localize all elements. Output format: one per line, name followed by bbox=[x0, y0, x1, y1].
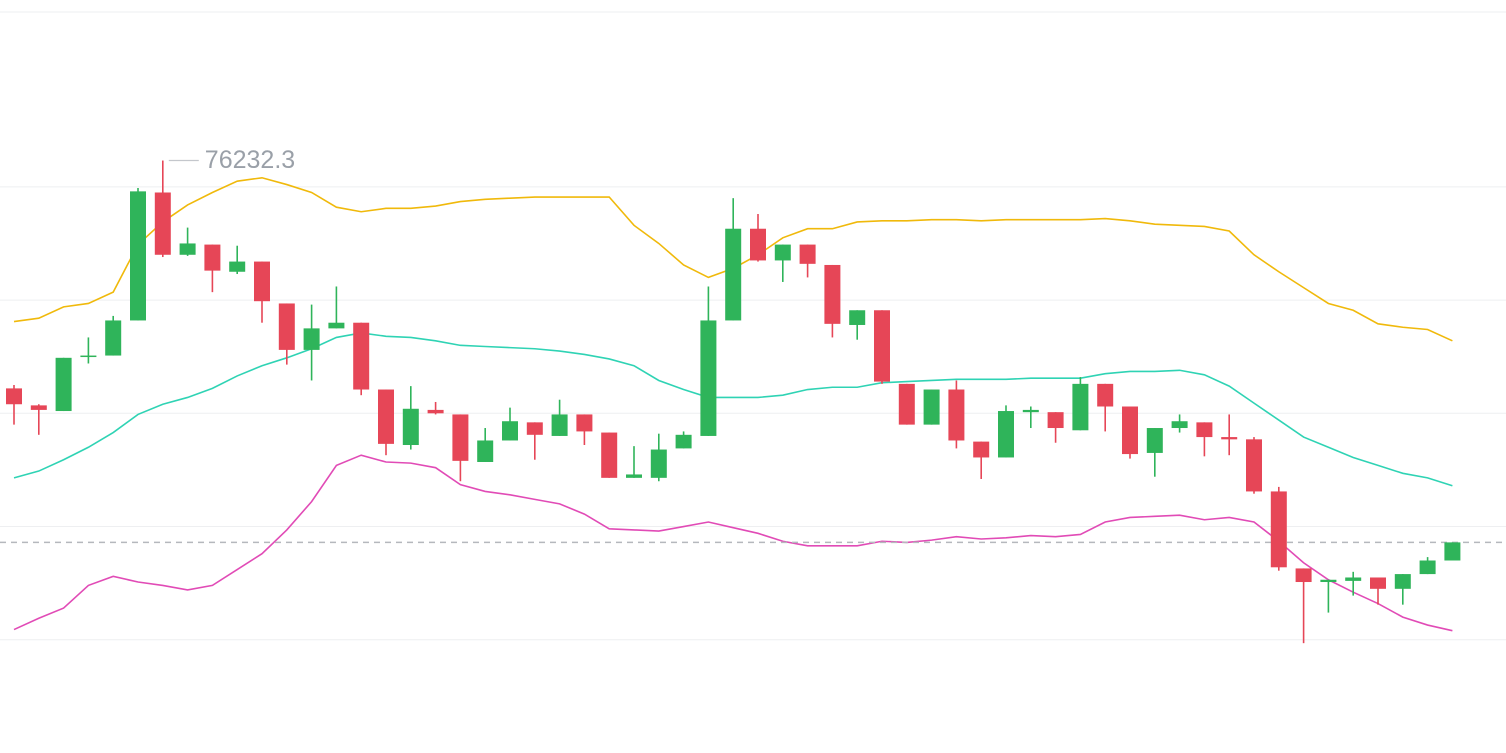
candle-body bbox=[650, 449, 667, 478]
candle-body bbox=[1419, 560, 1436, 575]
candle-body bbox=[1370, 577, 1386, 589]
candle-body bbox=[1444, 542, 1461, 561]
candle-body bbox=[30, 405, 47, 410]
candle-body bbox=[427, 409, 444, 414]
candle-body bbox=[774, 244, 791, 261]
candle-body bbox=[1072, 383, 1089, 431]
band-line bbox=[13, 332, 1453, 487]
band-line bbox=[13, 454, 1453, 632]
candle-body bbox=[105, 320, 122, 356]
candle-body bbox=[1047, 412, 1064, 429]
candle-body bbox=[1345, 577, 1362, 581]
candle-body bbox=[179, 243, 196, 255]
candle-body bbox=[799, 244, 816, 264]
candle-body bbox=[1295, 568, 1312, 583]
candle-body bbox=[526, 422, 543, 435]
candle-body bbox=[477, 440, 494, 462]
candle-body bbox=[278, 303, 295, 350]
candle-body bbox=[502, 421, 518, 441]
candle-body bbox=[154, 192, 171, 255]
candle-body bbox=[824, 264, 841, 324]
candle-body bbox=[1394, 574, 1411, 589]
high-annotation: 76232.3 bbox=[205, 146, 295, 174]
candle-body bbox=[130, 191, 146, 321]
candle-body bbox=[1221, 437, 1238, 440]
candle-body bbox=[254, 261, 270, 302]
candle-body bbox=[700, 320, 717, 436]
candle-body bbox=[849, 310, 866, 325]
candle-body bbox=[1022, 409, 1039, 413]
candle-body bbox=[402, 408, 419, 446]
candle-body bbox=[328, 322, 345, 329]
candle-body bbox=[1320, 579, 1337, 583]
candle-body bbox=[1097, 383, 1114, 407]
candle-body bbox=[750, 228, 766, 261]
candle-body bbox=[923, 389, 940, 425]
candle-body bbox=[898, 383, 915, 425]
candle-body bbox=[378, 389, 394, 444]
candle-body bbox=[626, 474, 642, 478]
candle-body bbox=[1122, 406, 1138, 455]
candle-body bbox=[55, 357, 72, 412]
candle-body bbox=[551, 414, 568, 436]
candle-body bbox=[303, 328, 320, 350]
candle-body bbox=[452, 414, 469, 461]
candle-body bbox=[948, 389, 965, 441]
candle-body bbox=[353, 322, 370, 390]
candle-body bbox=[80, 355, 97, 358]
candle-body bbox=[675, 434, 692, 449]
candle-body bbox=[601, 432, 618, 478]
candle-body bbox=[6, 388, 22, 405]
candle-body bbox=[1270, 491, 1287, 568]
candle-body bbox=[1171, 421, 1188, 429]
candle-body bbox=[576, 414, 593, 432]
candle-body bbox=[204, 244, 221, 271]
candle-body bbox=[725, 228, 742, 321]
candle-body bbox=[973, 441, 990, 458]
candle-body bbox=[998, 411, 1014, 458]
candle-body bbox=[1146, 428, 1163, 453]
candle-body bbox=[229, 261, 246, 272]
candle-body bbox=[1196, 422, 1213, 438]
candle-body bbox=[1246, 439, 1262, 492]
candle-body bbox=[874, 310, 890, 382]
